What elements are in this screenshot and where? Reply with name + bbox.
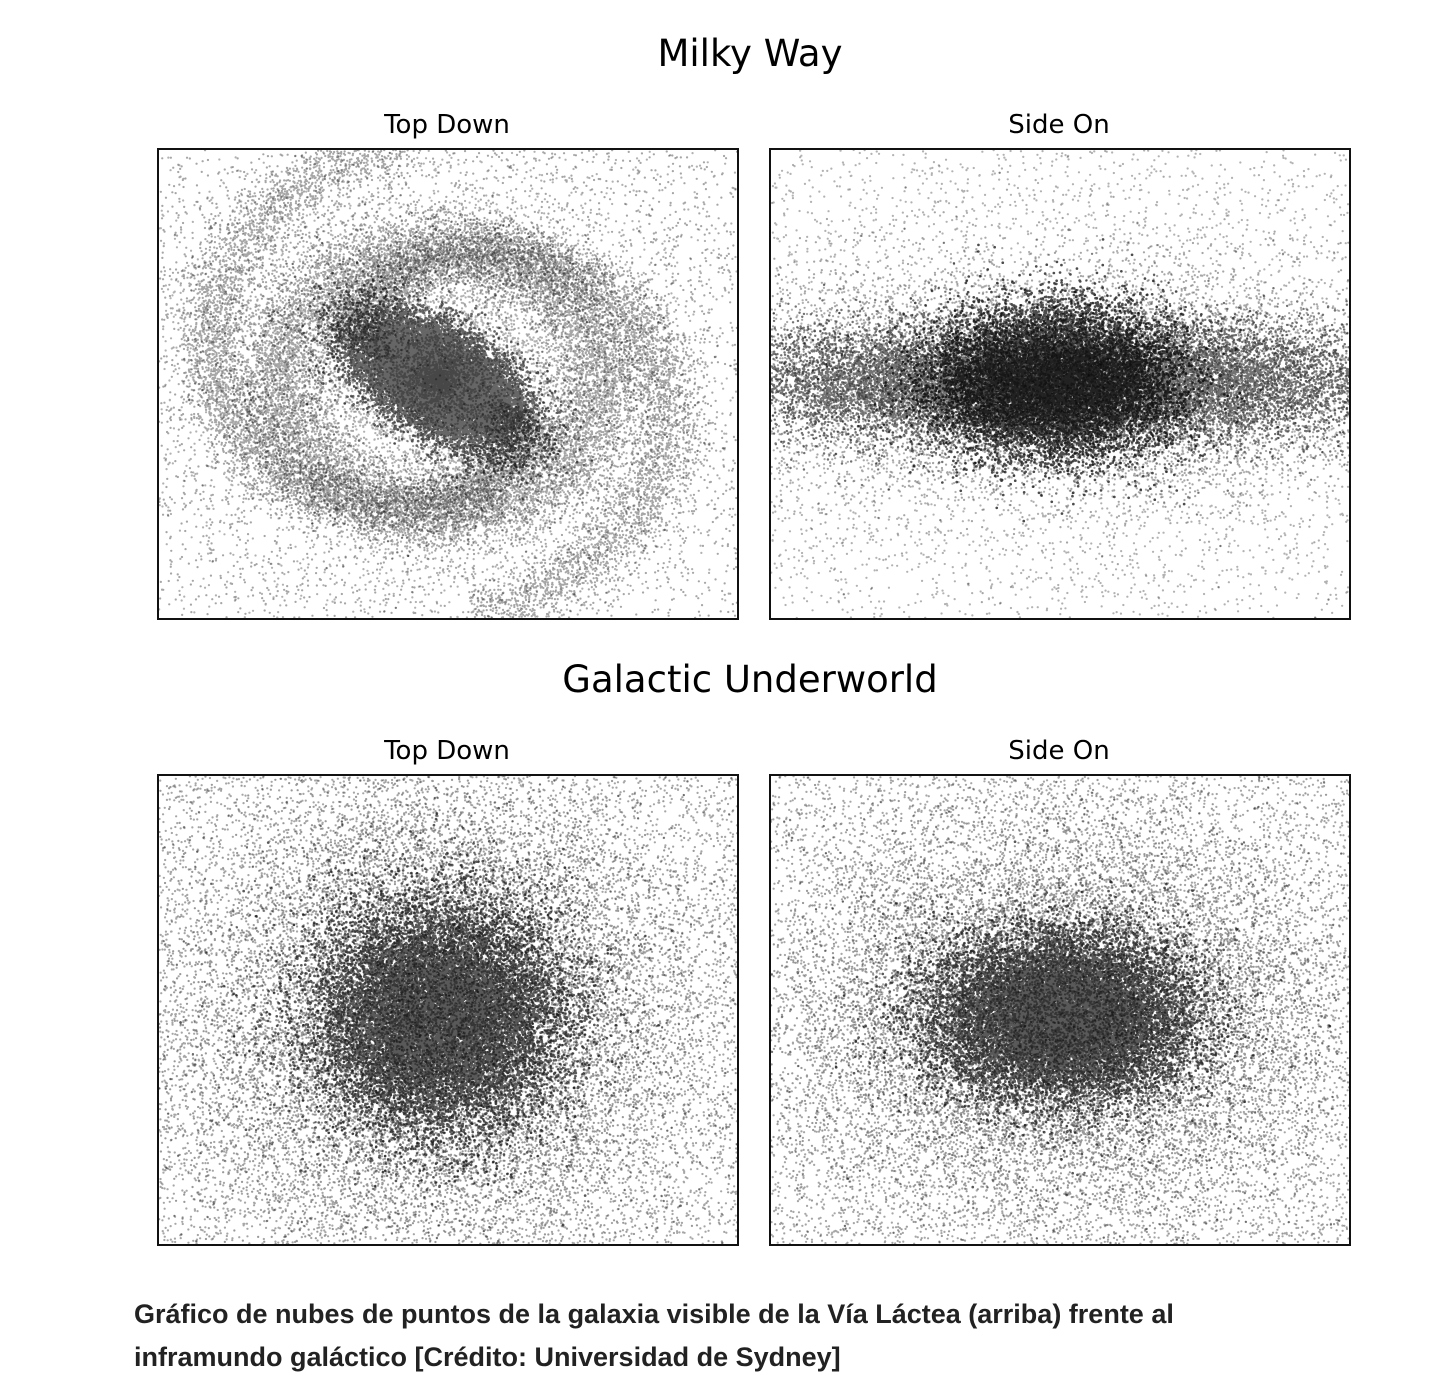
figure-caption: Gráfico de nubes de puntos de la galaxia… [134,1293,1374,1379]
mw-side-on-points [771,150,1349,618]
galactic-underworld-title: Galactic Underworld [0,658,1440,702]
caption-line-2: inframundo galáctico [Crédito: Universid… [134,1336,1374,1379]
mw-top-down-title: Top Down [157,109,737,141]
mw-top-down-scatter [159,150,737,618]
gu-top-down-scatter [159,776,737,1244]
gu-top-down-title: Top Down [157,735,737,767]
gu-side-on-title: Side On [769,735,1349,767]
gu-side-on-panel [769,774,1351,1246]
gu-side-on-scatter [771,776,1349,1244]
gu-top-down-panel [157,774,739,1246]
gu-top-down-points [159,776,737,1244]
gu-side-on-points [771,776,1349,1244]
milky-way-title: Milky Way [0,32,1440,76]
mw-top-down-panel [157,148,739,620]
mw-top-down-points [159,150,737,618]
mw-side-on-panel [769,148,1351,620]
mw-side-on-title: Side On [769,109,1349,141]
caption-line-1: Gráfico de nubes de puntos de la galaxia… [134,1293,1374,1336]
mw-side-on-scatter [771,150,1349,618]
